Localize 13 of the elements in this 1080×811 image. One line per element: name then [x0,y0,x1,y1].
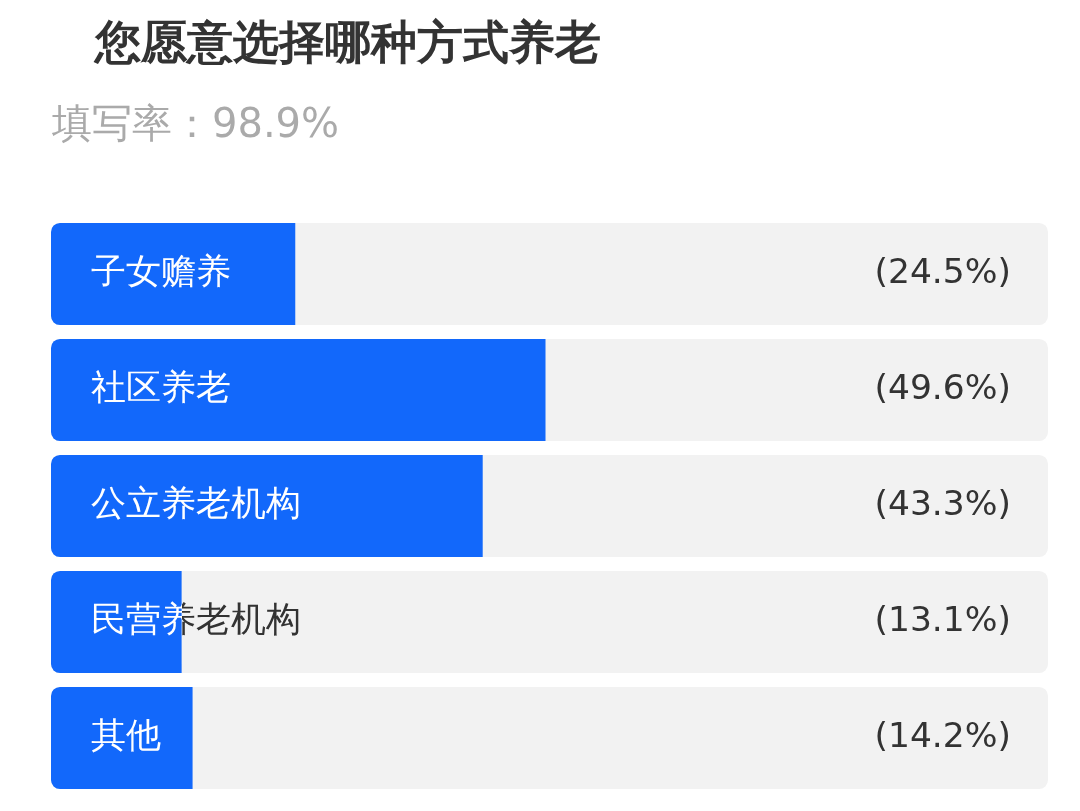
chart-subtitle: 填写率：98.9% [52,100,340,146]
chart-title: 您愿意选择哪种方式养老 [95,14,601,70]
data-label: (14.2%) [874,714,1011,755]
y-tick-label: 社区养老 [91,367,231,408]
data-label: (43.3%) [874,482,1011,523]
bar [51,686,193,790]
data-label: (49.6%) [874,366,1011,407]
y-tick-label: 其他 [91,715,161,756]
bar [51,222,296,326]
y-tick-label: 子女赡养 [91,251,231,292]
data-label: (13.1%) [874,598,1011,639]
y-tick-label: 公立养老机构 [91,483,301,524]
data-label: (24.5%) [874,250,1011,291]
